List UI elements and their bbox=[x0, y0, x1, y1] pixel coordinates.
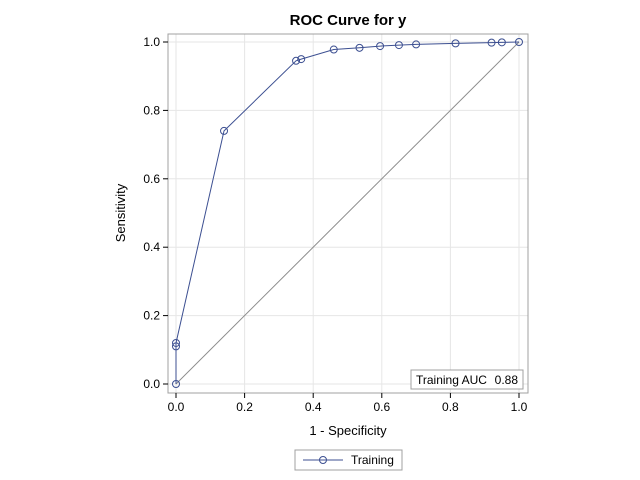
data-point bbox=[355, 43, 364, 52]
y-tick-label: 0.2 bbox=[143, 309, 160, 323]
auc-inset-box bbox=[410, 369, 524, 390]
data-point bbox=[172, 342, 180, 351]
x-tick-label: 0.0 bbox=[168, 400, 185, 414]
data-point bbox=[497, 38, 506, 47]
data-point bbox=[292, 56, 301, 65]
auc-inset: Training AUC 0.88 bbox=[410, 369, 524, 390]
reference-diagonal-line bbox=[175, 41, 520, 385]
x-tick-label: 1.0 bbox=[511, 400, 528, 414]
auc-value: 0.88 bbox=[495, 373, 519, 387]
series-group bbox=[172, 38, 523, 388]
data-point bbox=[376, 42, 385, 51]
x-axis-ticks: 0.0 0.2 0.4 0.6 0.8 1.0 bbox=[168, 393, 528, 414]
plot-frame bbox=[167, 33, 529, 394]
chart-title: ROC Curve for y bbox=[290, 12, 407, 29]
y-tick-label: 1.0 bbox=[143, 35, 160, 49]
x-axis-title: 1 - Specificity bbox=[309, 423, 387, 438]
data-point bbox=[329, 45, 338, 54]
y-tick-label: 0.6 bbox=[143, 172, 160, 186]
data-point bbox=[220, 126, 229, 135]
grid bbox=[168, 34, 528, 393]
y-axis-title: Sensitivity bbox=[113, 183, 128, 242]
y-tick-label: 0.8 bbox=[143, 103, 160, 117]
data-point bbox=[515, 38, 523, 46]
legend-label: Training bbox=[351, 453, 394, 467]
data-point bbox=[487, 38, 496, 47]
y-axis-ticks: 0.0 0.2 0.4 0.6 0.8 1.0 bbox=[143, 35, 168, 391]
x-tick-label: 0.4 bbox=[305, 400, 322, 414]
y-tick-label: 0.0 bbox=[143, 377, 160, 391]
reference-line-group bbox=[175, 41, 520, 385]
x-tick-label: 0.2 bbox=[236, 400, 253, 414]
data-point bbox=[172, 338, 180, 347]
x-tick-label: 0.8 bbox=[442, 400, 459, 414]
y-tick-label: 0.4 bbox=[143, 240, 160, 254]
legend: Training bbox=[294, 449, 403, 471]
data-point bbox=[172, 380, 180, 388]
data-point bbox=[297, 55, 306, 64]
auc-label: Training AUC bbox=[416, 373, 487, 387]
data-point bbox=[451, 39, 460, 48]
series-line-training bbox=[175, 41, 520, 384]
legend-box bbox=[294, 449, 403, 471]
data-point bbox=[412, 40, 421, 49]
x-tick-label: 0.6 bbox=[373, 400, 390, 414]
data-point bbox=[394, 41, 403, 50]
legend-marker-icon bbox=[319, 456, 327, 464]
